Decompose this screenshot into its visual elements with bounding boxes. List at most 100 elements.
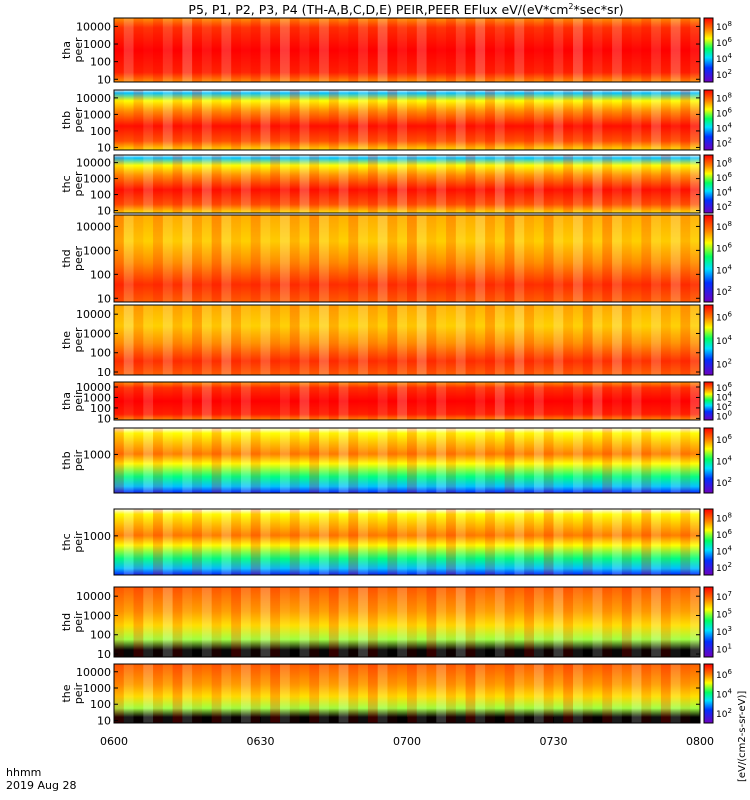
spectrogram-cell (231, 382, 241, 420)
spectrogram-cell (328, 428, 339, 493)
spectrogram-cell (397, 155, 407, 213)
spectrogram-cell (250, 664, 261, 723)
spectrogram-cell (592, 90, 603, 150)
spectrogram-cell (582, 90, 593, 150)
spectrogram-cell (660, 509, 671, 575)
panel-frame (113, 381, 701, 421)
spectrogram-cell (378, 509, 388, 575)
spectrogram-cell (543, 428, 554, 493)
spectrogram-cell (397, 18, 407, 82)
spectrogram-cell (280, 90, 290, 150)
spectrogram-cell (270, 509, 281, 575)
colorbar-tick-label: 104 (716, 122, 732, 135)
colorbar-tick-label: 104 (716, 334, 732, 347)
spectrogram-cell (690, 305, 700, 375)
spectrogram-cell (348, 18, 359, 82)
spectrogram-cell (455, 90, 466, 150)
spectrogram-cell (387, 509, 398, 575)
spectrogram-fill (114, 428, 700, 493)
spectrogram-cell (475, 305, 485, 375)
spectrogram-cell (602, 382, 613, 420)
spectrogram-cell (309, 155, 320, 213)
spectrogram-cell (172, 305, 183, 375)
spectrogram-panel: 1000 thc peir 108 106 104 102 (60, 508, 732, 576)
spectrogram-cell (426, 587, 437, 657)
spectrogram-cell (192, 382, 202, 420)
spectrogram-cell (270, 215, 280, 302)
spectrogram-cell (377, 155, 388, 213)
spectrogram-cell (485, 155, 495, 213)
spectrogram-cell (485, 90, 495, 150)
spectrogram-cell (280, 18, 290, 82)
spectrogram-cell (631, 428, 642, 493)
spectrogram-cell (416, 305, 427, 375)
spectrogram-cell (192, 90, 202, 150)
spectrogram-cell (660, 90, 671, 150)
colorbar-tick-label: 106 (716, 171, 732, 184)
colorbar-tick-label: 101 (716, 642, 732, 655)
spectrogram-cell (348, 155, 359, 213)
y-axis-label: tha (60, 41, 73, 59)
spectrogram-cell (270, 382, 281, 420)
spectrogram-cell (641, 155, 652, 213)
spectrogram-cell (446, 428, 456, 493)
spectrogram-cell (240, 382, 251, 420)
spectrogram-cell (240, 664, 251, 723)
spectrogram-cell (631, 587, 642, 657)
spectrogram-cell (416, 18, 427, 82)
y-axis-label: thd (60, 249, 73, 267)
spectrogram-cell (466, 428, 476, 493)
spectrogram-cell (475, 155, 486, 213)
spectrogram-cell (133, 587, 144, 657)
spectrogram-cell (553, 305, 564, 375)
spectrogram-cell (446, 664, 456, 723)
colorbar (703, 427, 714, 494)
spectrogram-cell (299, 305, 310, 375)
spectrogram-cell (124, 90, 134, 150)
spectrogram-cell (241, 18, 251, 82)
spectrogram-cell (504, 428, 515, 493)
spectrogram-cell (387, 587, 397, 657)
spectrogram-cell (251, 305, 261, 375)
spectrogram-cell (387, 382, 397, 420)
spectrogram-cell (211, 587, 222, 657)
spectrogram-cell (377, 90, 388, 150)
spectrogram-cell (240, 305, 251, 375)
spectrogram-cell (182, 305, 192, 375)
spectrogram-cell (641, 18, 652, 82)
spectrogram-cell (416, 215, 427, 302)
spectrogram-cell (680, 18, 691, 82)
y-tick-label: 10000 (76, 590, 111, 603)
spectrogram-cell (367, 382, 378, 420)
spectrogram-cell (378, 305, 388, 375)
spectrogram-cell (514, 382, 525, 420)
spectrogram-cell (358, 428, 368, 493)
y-tick-label: 1000 (83, 609, 111, 622)
spectrogram-cell (182, 18, 193, 82)
spectrogram-cell (602, 155, 613, 213)
spectrogram-cell (339, 215, 349, 302)
colorbar-tick-label: 108 (716, 511, 732, 524)
spectrogram-cell (602, 428, 613, 493)
y-axis-label: the (60, 331, 73, 349)
spectrogram-cell (338, 587, 349, 657)
colorbar-tick-label: 103 (716, 625, 732, 638)
spectrogram-cell (133, 90, 144, 150)
y-tick-label: 100 (90, 629, 111, 642)
panel-frame (113, 154, 701, 214)
spectrogram-cell (670, 382, 681, 420)
spectrogram-cell (299, 587, 310, 657)
spectrogram-cell (407, 382, 417, 420)
spectrogram-cell (455, 587, 466, 657)
spectrogram-cell (240, 90, 251, 150)
spectrogram-cell (172, 382, 183, 420)
spectrogram-cell (426, 509, 437, 575)
spectrogram-cell (192, 215, 202, 302)
spectrogram-cell (123, 215, 134, 302)
spectrogram-cell (211, 664, 222, 723)
spectrogram-cell (475, 428, 486, 493)
spectrogram-cell (241, 215, 251, 302)
spectrogram-cell (397, 382, 407, 420)
spectrogram-cell (514, 305, 525, 375)
